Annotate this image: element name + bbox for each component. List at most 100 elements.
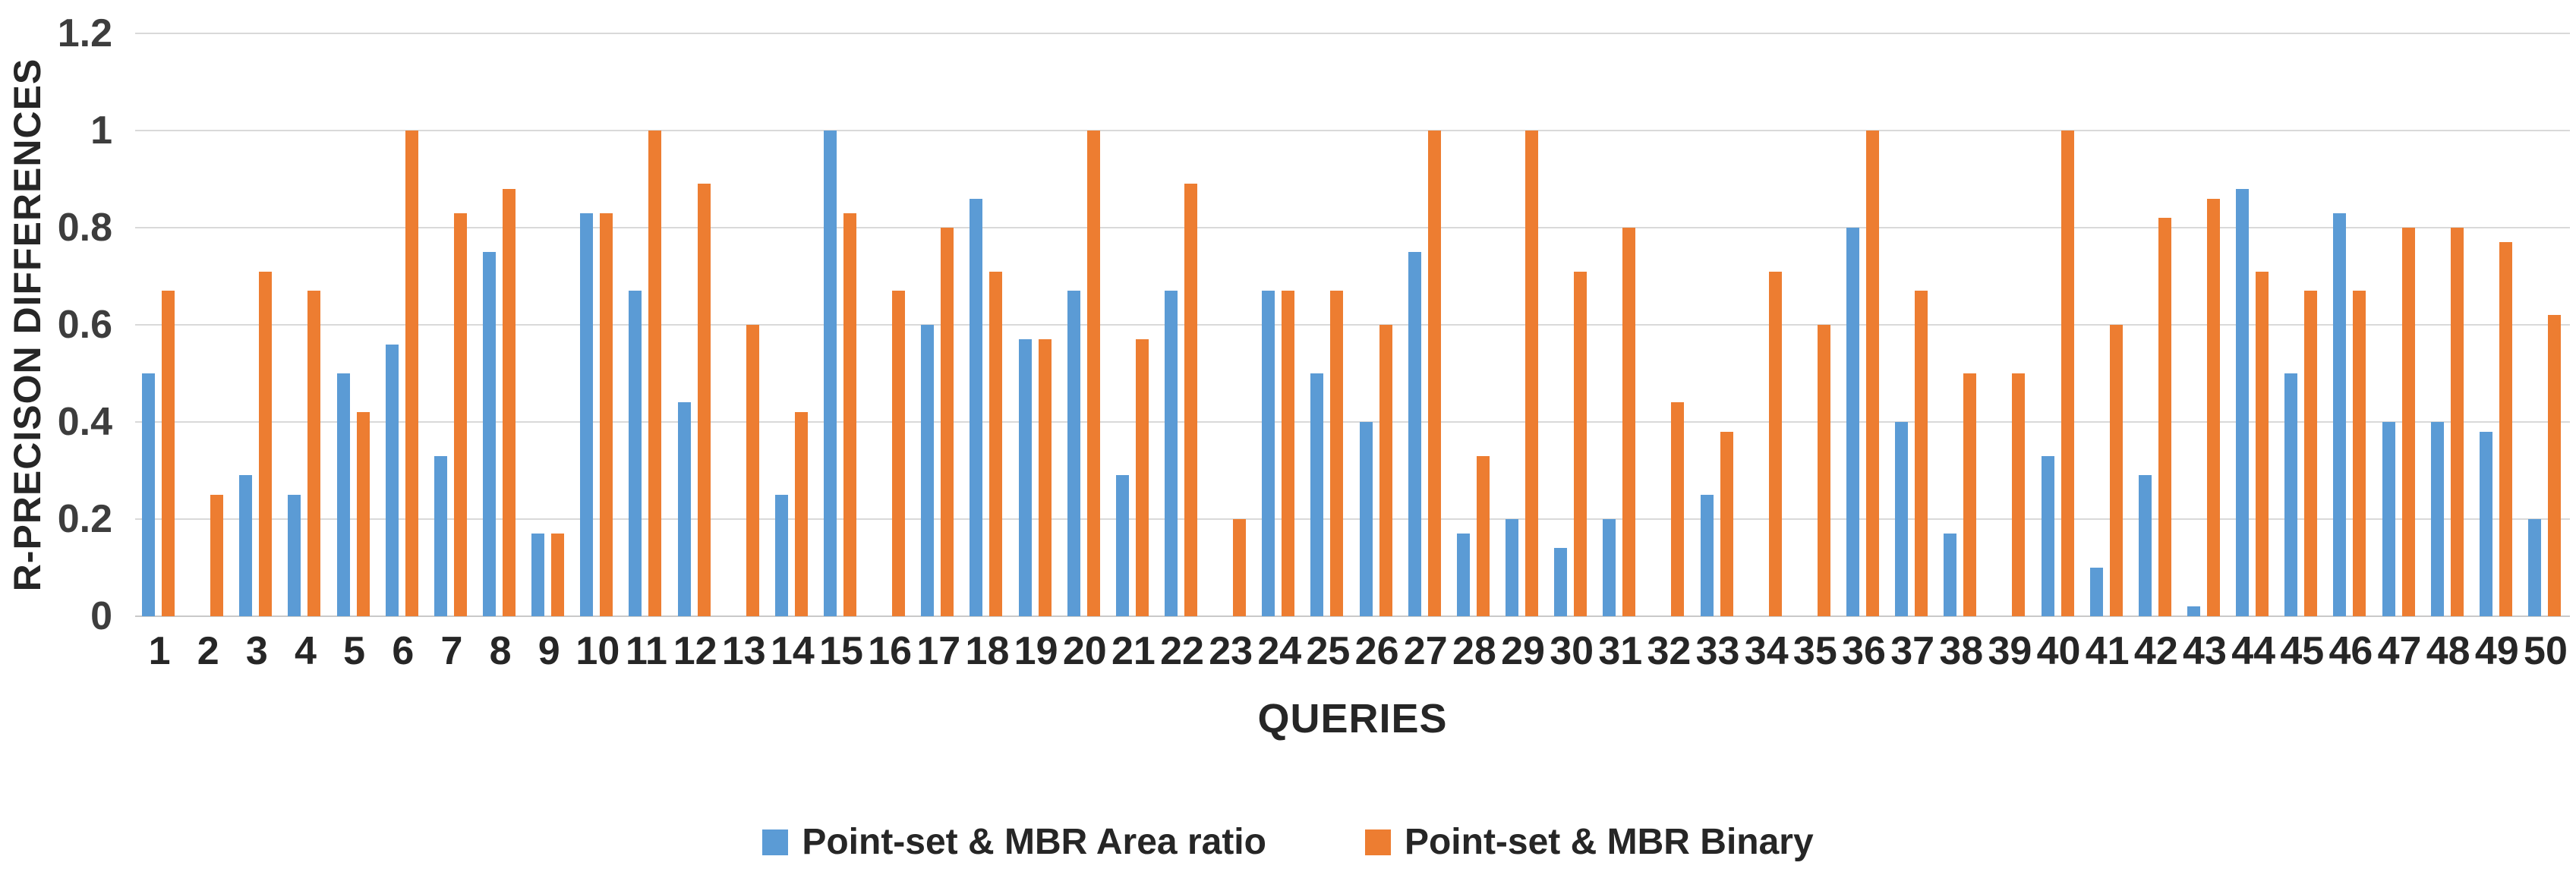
y-axis-labels: 0 0.2 0.4 0.6 0.8 1 1.2	[0, 11, 123, 638]
bar-group-31	[1596, 33, 1644, 616]
x-tick-label: 50	[2524, 629, 2568, 673]
bar-area-ratio-q27	[1408, 252, 1421, 616]
bar-binary-q26	[1379, 325, 1392, 616]
x-tick-label: 28	[1452, 629, 1496, 673]
bar-binary-q21	[1135, 339, 1149, 616]
bar-group-42	[2132, 33, 2180, 616]
bar-binary-q49	[2499, 242, 2512, 616]
bar-area-ratio-q45	[2284, 373, 2298, 616]
x-tick-label: 5	[343, 629, 366, 673]
gridline	[135, 130, 2570, 131]
bar-group-2	[184, 33, 232, 616]
bar-group-36	[1840, 33, 1888, 616]
bar-group-30	[1547, 33, 1596, 616]
bar-group-17	[914, 33, 963, 616]
bar-group-46	[2326, 33, 2375, 616]
x-tick-label: 15	[819, 629, 863, 673]
x-tick-label: 31	[1598, 629, 1643, 673]
bar-area-ratio-q50	[2527, 519, 2541, 616]
bar-area-ratio-q5	[336, 373, 350, 616]
bar-binary-q20	[1086, 131, 1100, 616]
bar-binary-q44	[2256, 271, 2269, 616]
legend-label-area-ratio: Point-set & MBR Area ratio	[802, 822, 1266, 862]
x-tick-label: 20	[1062, 629, 1107, 673]
bar-binary-q16	[892, 291, 906, 616]
x-tick-label: 36	[1842, 629, 1886, 673]
x-axis-title: QUERIES	[1257, 696, 1448, 741]
bar-group-27	[1402, 33, 1450, 616]
x-tick-label: 12	[673, 629, 717, 673]
bar-area-ratio-q36	[1846, 228, 1859, 616]
bar-group-43	[2180, 33, 2229, 616]
x-tick-label: 4	[295, 629, 317, 673]
bar-group-40	[2034, 33, 2083, 616]
bar-area-ratio-q21	[1115, 475, 1129, 616]
bar-group-35	[1791, 33, 1840, 616]
x-tick-label: 25	[1306, 629, 1351, 673]
x-tick-label: 17	[916, 629, 961, 673]
bar-binary-q28	[1476, 455, 1490, 616]
bar-group-39	[1985, 33, 2034, 616]
bar-binary-q42	[2158, 218, 2171, 616]
x-tick-label: 37	[1890, 629, 1935, 673]
bar-group-6	[379, 33, 427, 616]
bar-group-7	[427, 33, 476, 616]
x-tick-label: 33	[1695, 629, 1740, 673]
y-tick-label: 1.2	[57, 11, 112, 55]
bar-group-47	[2375, 33, 2423, 616]
bar-binary-q8	[503, 188, 516, 616]
x-tick-label: 13	[721, 629, 766, 673]
x-axis-line	[135, 615, 2570, 617]
bar-binary-q38	[1963, 373, 1977, 616]
bar-binary-q34	[1768, 271, 1782, 616]
bar-group-4	[281, 33, 329, 616]
x-tick-label: 6	[392, 629, 415, 673]
bar-area-ratio-q33	[1700, 495, 1714, 616]
bar-binary-q41	[2109, 325, 2123, 616]
bar-binary-q47	[2401, 228, 2415, 616]
bar-binary-q36	[1865, 131, 1879, 616]
bar-group-20	[1061, 33, 1109, 616]
bar-binary-q22	[1184, 184, 1197, 616]
bar-binary-q40	[2060, 131, 2074, 616]
x-tick-label: 29	[1501, 629, 1545, 673]
x-tick-label: 7	[440, 629, 463, 673]
x-tick-label: 2	[197, 629, 219, 673]
y-tick-label: 0.6	[57, 303, 112, 347]
x-tick-label: 27	[1403, 629, 1448, 673]
bar-group-11	[622, 33, 670, 616]
bar-group-23	[1206, 33, 1255, 616]
bar-group-22	[1158, 33, 1206, 616]
bar-group-13	[720, 33, 768, 616]
x-tick-label: 16	[868, 629, 913, 673]
bar-binary-q29	[1524, 131, 1538, 616]
bar-binary-q12	[697, 184, 711, 616]
bar-area-ratio-q42	[2138, 475, 2152, 616]
bar-group-37	[1888, 33, 1937, 616]
bar-area-ratio-q26	[1359, 422, 1373, 616]
bar-binary-q11	[648, 131, 662, 616]
bar-binary-q48	[2450, 228, 2464, 616]
bar-group-19	[1012, 33, 1061, 616]
bar-binary-q39	[2012, 373, 2026, 616]
bar-group-12	[671, 33, 720, 616]
bar-group-32	[1644, 33, 1693, 616]
x-tick-label: 8	[489, 629, 512, 673]
legend-swatch-orange-icon	[1364, 829, 1391, 855]
bar-binary-q33	[1720, 431, 1733, 616]
x-tick-label: 3	[245, 629, 268, 673]
bar-area-ratio-q10	[580, 212, 594, 616]
bar-area-ratio-q30	[1554, 548, 1568, 616]
x-tick-label: 23	[1209, 629, 1253, 673]
bar-binary-q15	[843, 212, 857, 616]
x-tick-label: 35	[1792, 629, 1837, 673]
bar-group-48	[2424, 33, 2473, 616]
bar-area-ratio-q12	[677, 402, 691, 616]
bar-area-ratio-q8	[483, 252, 497, 616]
bar-group-50	[2521, 33, 2570, 616]
gridline	[135, 421, 2570, 423]
bar-area-ratio-q15	[824, 131, 837, 616]
y-tick-label: 0.8	[57, 206, 112, 250]
gridline	[135, 518, 2570, 520]
x-tick-label: 43	[2183, 629, 2227, 673]
